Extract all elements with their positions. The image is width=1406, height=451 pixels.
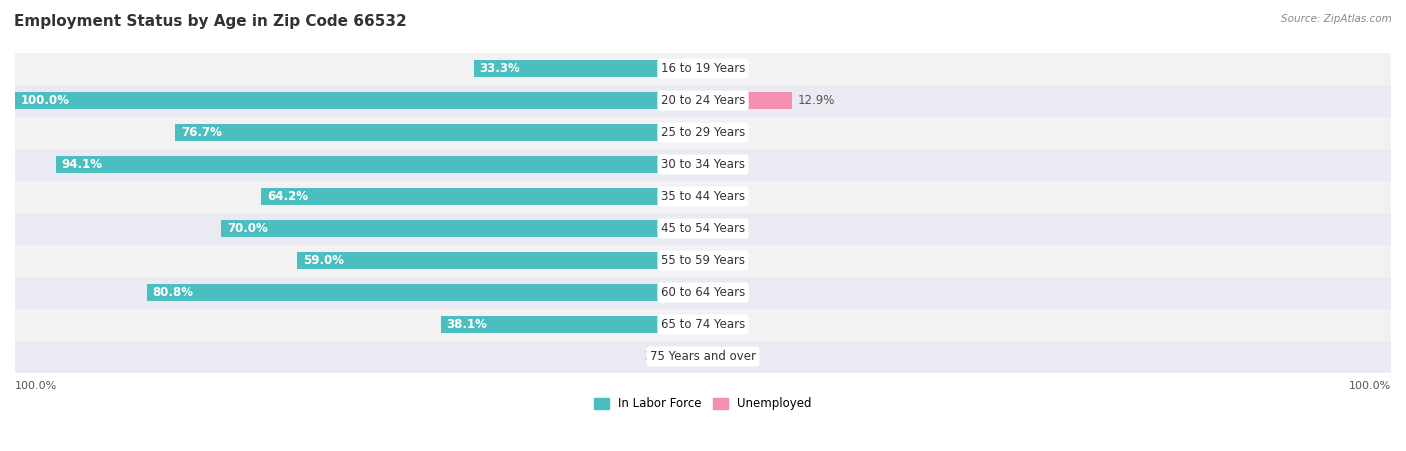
Text: 16 to 19 Years: 16 to 19 Years	[661, 62, 745, 75]
Bar	[15, 212, 1391, 244]
Text: 75 Years and over: 75 Years and over	[650, 350, 756, 363]
Bar	[474, 60, 703, 77]
Text: 45 to 54 Years: 45 to 54 Years	[661, 222, 745, 235]
Text: 0.0%: 0.0%	[713, 62, 742, 75]
Text: 0.0%: 0.0%	[713, 126, 742, 139]
Bar	[15, 92, 703, 109]
Text: 59.0%: 59.0%	[302, 254, 343, 267]
Bar	[15, 117, 1391, 149]
Text: 0.0%: 0.0%	[713, 254, 742, 267]
Bar	[15, 85, 1391, 117]
Text: 0.0%: 0.0%	[713, 158, 742, 171]
Text: 0.0%: 0.0%	[713, 286, 742, 299]
Text: Source: ZipAtlas.com: Source: ZipAtlas.com	[1281, 14, 1392, 23]
Text: 100.0%: 100.0%	[21, 94, 69, 107]
Bar	[15, 149, 1391, 181]
Text: 64.2%: 64.2%	[267, 190, 308, 203]
Bar	[703, 92, 792, 109]
Bar	[148, 284, 703, 301]
Text: 33.3%: 33.3%	[479, 62, 520, 75]
Bar	[262, 189, 703, 205]
Bar	[678, 348, 703, 365]
Bar	[15, 341, 1391, 373]
Bar	[15, 181, 1391, 212]
Text: 55 to 59 Years: 55 to 59 Years	[661, 254, 745, 267]
Text: 20 to 24 Years: 20 to 24 Years	[661, 94, 745, 107]
Text: 12.9%: 12.9%	[797, 94, 835, 107]
Bar	[15, 308, 1391, 341]
Text: 38.1%: 38.1%	[446, 318, 488, 331]
Text: 0.0%: 0.0%	[713, 350, 742, 363]
Text: 100.0%: 100.0%	[15, 381, 58, 391]
Bar	[15, 244, 1391, 276]
Text: 0.0%: 0.0%	[713, 318, 742, 331]
Text: Employment Status by Age in Zip Code 66532: Employment Status by Age in Zip Code 665…	[14, 14, 406, 28]
Legend: In Labor Force, Unemployed: In Labor Force, Unemployed	[595, 397, 811, 410]
Bar	[221, 221, 703, 237]
Text: 35 to 44 Years: 35 to 44 Years	[661, 190, 745, 203]
Bar	[56, 156, 703, 173]
Text: 100.0%: 100.0%	[1348, 381, 1391, 391]
Text: 30 to 34 Years: 30 to 34 Years	[661, 158, 745, 171]
Text: 25 to 29 Years: 25 to 29 Years	[661, 126, 745, 139]
Bar	[15, 53, 1391, 85]
Text: 70.0%: 70.0%	[226, 222, 267, 235]
Text: 0.0%: 0.0%	[713, 190, 742, 203]
Text: 76.7%: 76.7%	[181, 126, 222, 139]
Text: 65 to 74 Years: 65 to 74 Years	[661, 318, 745, 331]
Text: 80.8%: 80.8%	[153, 286, 194, 299]
Bar	[297, 252, 703, 269]
Bar	[15, 276, 1391, 308]
Text: 0.0%: 0.0%	[713, 222, 742, 235]
Text: 94.1%: 94.1%	[60, 158, 103, 171]
Text: 3.7%: 3.7%	[644, 350, 673, 363]
Text: 60 to 64 Years: 60 to 64 Years	[661, 286, 745, 299]
Bar	[176, 124, 703, 141]
Bar	[441, 316, 703, 333]
